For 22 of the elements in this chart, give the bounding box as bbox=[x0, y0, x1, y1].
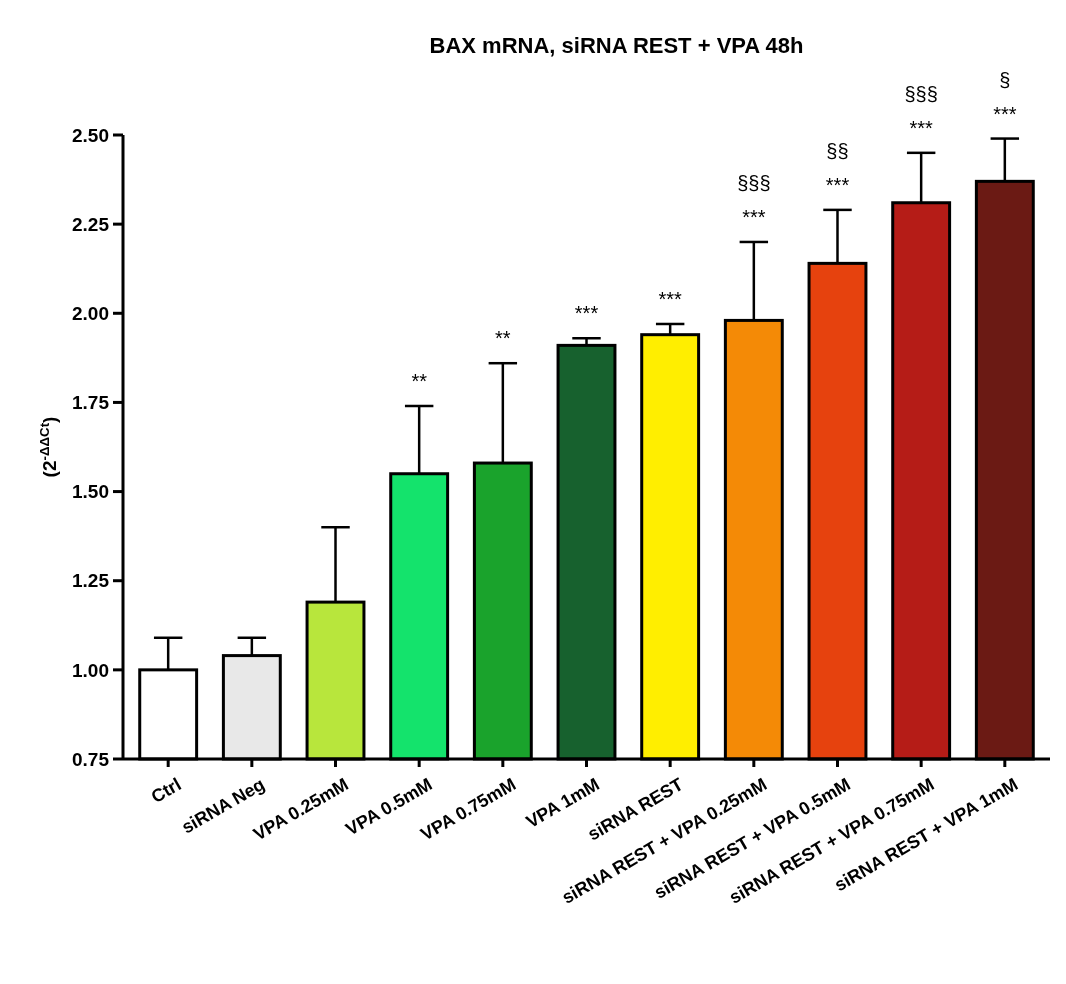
chart-title: BAX mRNA, siRNA REST + VPA 48h bbox=[429, 33, 804, 58]
annotation: ** bbox=[495, 327, 511, 350]
y-tick-label: 1.75 bbox=[72, 392, 110, 414]
y-tick-label: 1.25 bbox=[72, 570, 110, 592]
y-tick-label: 2.00 bbox=[72, 302, 109, 324]
annotation: §§§ bbox=[737, 171, 771, 194]
annotation: ** bbox=[411, 369, 428, 392]
y-tick-label: 1.00 bbox=[72, 659, 109, 681]
text: § bbox=[999, 68, 1011, 91]
annotation: *** bbox=[658, 287, 683, 310]
annotation: *** bbox=[742, 205, 766, 228]
annotation: *** bbox=[574, 302, 599, 325]
x-tick-label: Ctrl bbox=[147, 774, 185, 807]
annotation: *** bbox=[909, 116, 934, 139]
y-tick-label: 0.75 bbox=[72, 748, 110, 770]
y-tick-label: 1.50 bbox=[72, 481, 109, 503]
y-tick-label: 2.50 bbox=[72, 124, 109, 146]
annotation: §§ bbox=[826, 139, 849, 162]
y-tick-label: 2.25 bbox=[72, 213, 110, 235]
annotation: *** bbox=[825, 173, 850, 196]
text: *** bbox=[993, 102, 1017, 125]
text: §§§ bbox=[904, 82, 938, 105]
